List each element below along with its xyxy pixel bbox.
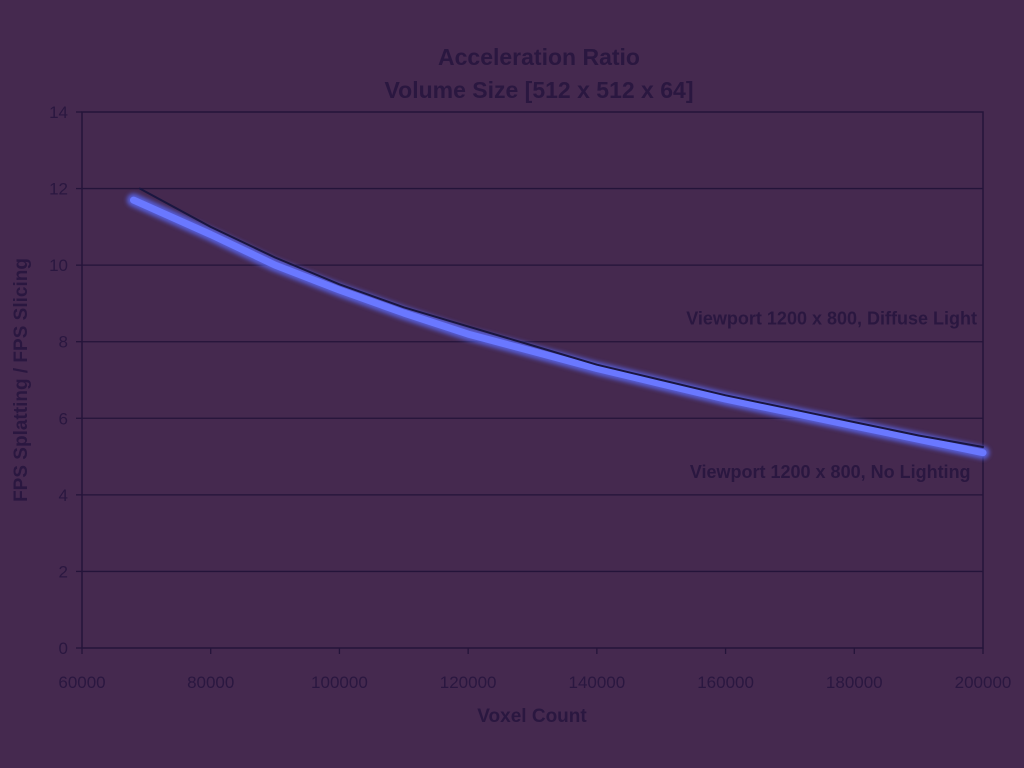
x-tick-label: 180000 [826, 673, 883, 692]
series-line [138, 187, 984, 448]
chart-subtitle: Volume Size [512 x 512 x 64] [385, 77, 694, 103]
series-diffuse-light [138, 187, 984, 448]
x-tick-label: 80000 [187, 673, 234, 692]
y-tick-label: 10 [49, 256, 68, 275]
y-tick-label: 0 [59, 639, 68, 658]
series-no-lighting [127, 193, 990, 460]
y-tick-label: 6 [59, 409, 68, 428]
y-axis-ticks: 0 2 4 6 8 10 12 14 [49, 103, 82, 658]
x-tick-label: 120000 [440, 673, 497, 692]
series-layer [127, 187, 990, 460]
x-axis-ticks: 60000 80000 100000 120000 140000 160000 180000… [58, 648, 1011, 692]
annotations: Viewport 1200 x 800, Diffuse Light Viewpo… [686, 309, 977, 482]
y-tick-label: 8 [59, 333, 68, 352]
gridlines [82, 187, 983, 573]
series-annotation: Viewport 1200 x 800, Diffuse Light [686, 309, 977, 329]
plot-frame [81, 111, 984, 649]
x-tick-label: 60000 [58, 673, 105, 692]
y-tick-label: 2 [59, 562, 68, 581]
y-axis-label: FPS Splatting / FPS Slicing [11, 258, 32, 502]
series-annotation: Viewport 1200 x 800, No Lighting [690, 462, 971, 482]
y-tick-label: 12 [49, 180, 68, 199]
y-tick-label: 4 [59, 486, 68, 505]
y-tick-label: 14 [49, 103, 68, 122]
x-tick-label: 200000 [955, 673, 1012, 692]
x-tick-label: 140000 [568, 673, 625, 692]
series-line [130, 196, 987, 457]
chart-title: Acceleration Ratio [438, 44, 640, 70]
x-axis-label: Voxel Count [477, 706, 587, 727]
x-tick-label: 160000 [697, 673, 754, 692]
plot-area: 60000 80000 100000 120000 140000 160000 180000… [49, 103, 1011, 692]
x-tick-label: 100000 [311, 673, 368, 692]
